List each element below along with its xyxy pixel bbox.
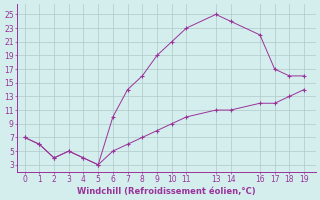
X-axis label: Windchill (Refroidissement éolien,°C): Windchill (Refroidissement éolien,°C) — [77, 187, 256, 196]
